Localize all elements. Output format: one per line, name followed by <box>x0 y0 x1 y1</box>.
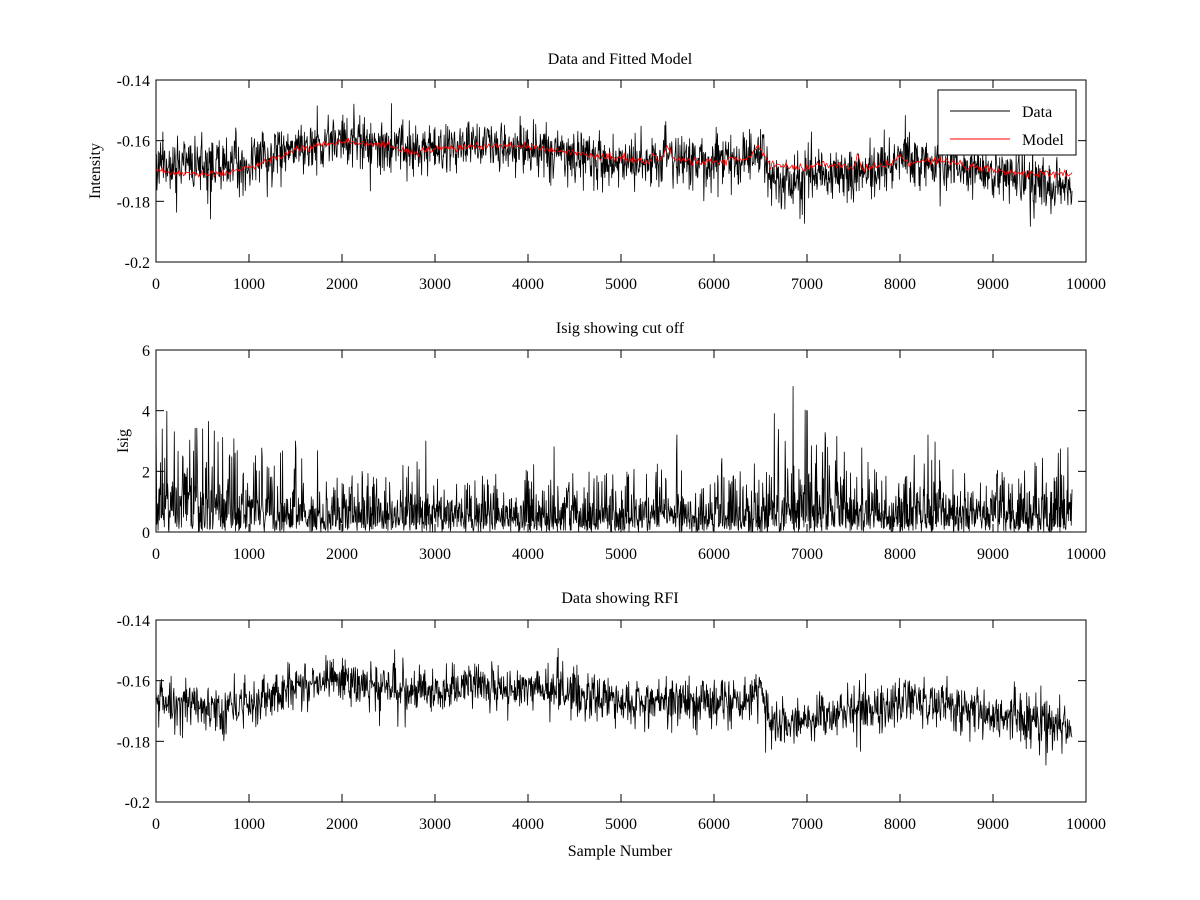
x-tick-label: 8000 <box>884 816 916 833</box>
plot-area <box>156 386 1073 532</box>
panel-title: Isig showing cut off <box>556 320 685 337</box>
series-model-line <box>156 137 1073 179</box>
x-tick-label: 0 <box>152 546 160 563</box>
y-tick-label: 2 <box>142 464 150 481</box>
x-tick-label: 7000 <box>791 816 823 833</box>
x-tick-label: 3000 <box>419 546 451 563</box>
legend: Data Model <box>937 89 1077 156</box>
x-tick-label: 2000 <box>326 816 358 833</box>
y-tick-label: -0.14 <box>117 73 150 90</box>
x-tick-label: 3000 <box>419 276 451 293</box>
x-tick-label: 10000 <box>1066 276 1106 293</box>
legend-box <box>937 89 1077 156</box>
y-tick-label: -0.18 <box>117 734 150 751</box>
y-tick-label: -0.14 <box>117 613 150 630</box>
x-tick-label: 5000 <box>605 816 637 833</box>
series-data-line <box>156 647 1073 766</box>
x-tick-label: 9000 <box>977 816 1009 833</box>
x-tick-label: 2000 <box>326 546 358 563</box>
legend-model-label: Model <box>1022 132 1064 149</box>
panel-data-showing-rfi: Data showing RFI 0 1000 2000 3000 4000 5000 60… <box>117 590 1106 860</box>
x-tick-label: 4000 <box>512 816 544 833</box>
x-tick-label: 10000 <box>1066 816 1106 833</box>
x-tick-label: 6000 <box>698 546 730 563</box>
plot-area <box>156 103 1073 227</box>
plot-area <box>156 647 1073 766</box>
y-tick-label: 6 <box>142 343 150 360</box>
x-tick-label: 5000 <box>605 276 637 293</box>
x-tick-label: 9000 <box>977 276 1009 293</box>
axis-ticks: 0 1000 2000 3000 4000 5000 6000 7000 8000 9000 100… <box>117 613 1106 833</box>
x-tick-label: 5000 <box>605 546 637 563</box>
y-tick-label: 4 <box>142 404 150 421</box>
x-tick-label: 0 <box>152 816 160 833</box>
x-tick-label: 1000 <box>233 276 265 293</box>
x-tick-label: 7000 <box>791 546 823 563</box>
x-tick-label: 6000 <box>698 816 730 833</box>
axis-ticks: 0 1000 2000 3000 4000 5000 6000 7000 8000 9000 100… <box>142 343 1106 563</box>
y-tick-label: -0.16 <box>117 134 150 151</box>
x-tick-label: 1000 <box>233 546 265 563</box>
legend-data-label: Data <box>1022 104 1052 121</box>
x-axis-label: Sample Number <box>568 843 673 860</box>
panel-title: Data showing RFI <box>561 590 678 607</box>
x-tick-label: 9000 <box>977 546 1009 563</box>
y-tick-label: -0.2 <box>125 255 150 272</box>
y-tick-label: -0.2 <box>125 795 150 812</box>
panel-isig-cut-off: Isig showing cut off Isig 0 1000 2000 3000 4… <box>115 320 1106 563</box>
y-axis-label: Intensity <box>87 143 104 199</box>
x-tick-label: 4000 <box>512 276 544 293</box>
x-tick-label: 8000 <box>884 276 916 293</box>
x-tick-label: 10000 <box>1066 546 1106 563</box>
x-tick-label: 0 <box>152 276 160 293</box>
x-tick-label: 1000 <box>233 816 265 833</box>
panel-title: Data and Fitted Model <box>548 51 693 68</box>
x-tick-label: 7000 <box>791 276 823 293</box>
x-tick-label: 2000 <box>326 276 358 293</box>
y-tick-label: 0 <box>142 525 150 542</box>
y-tick-label: -0.18 <box>117 194 150 211</box>
panel-data-fitted-model: Data and Fitted Model Intensity 0 1000 200… <box>87 51 1106 293</box>
x-tick-label: 4000 <box>512 546 544 563</box>
x-tick-label: 3000 <box>419 816 451 833</box>
x-tick-label: 6000 <box>698 276 730 293</box>
y-axis-label: Isig <box>115 429 132 453</box>
y-tick-label: -0.16 <box>117 674 150 691</box>
series-isig-line <box>156 386 1073 532</box>
x-tick-label: 8000 <box>884 546 916 563</box>
series-data-line <box>156 103 1073 227</box>
axis-ticks: 0 1000 2000 3000 4000 5000 6000 7000 8000 9000 100… <box>117 73 1106 293</box>
